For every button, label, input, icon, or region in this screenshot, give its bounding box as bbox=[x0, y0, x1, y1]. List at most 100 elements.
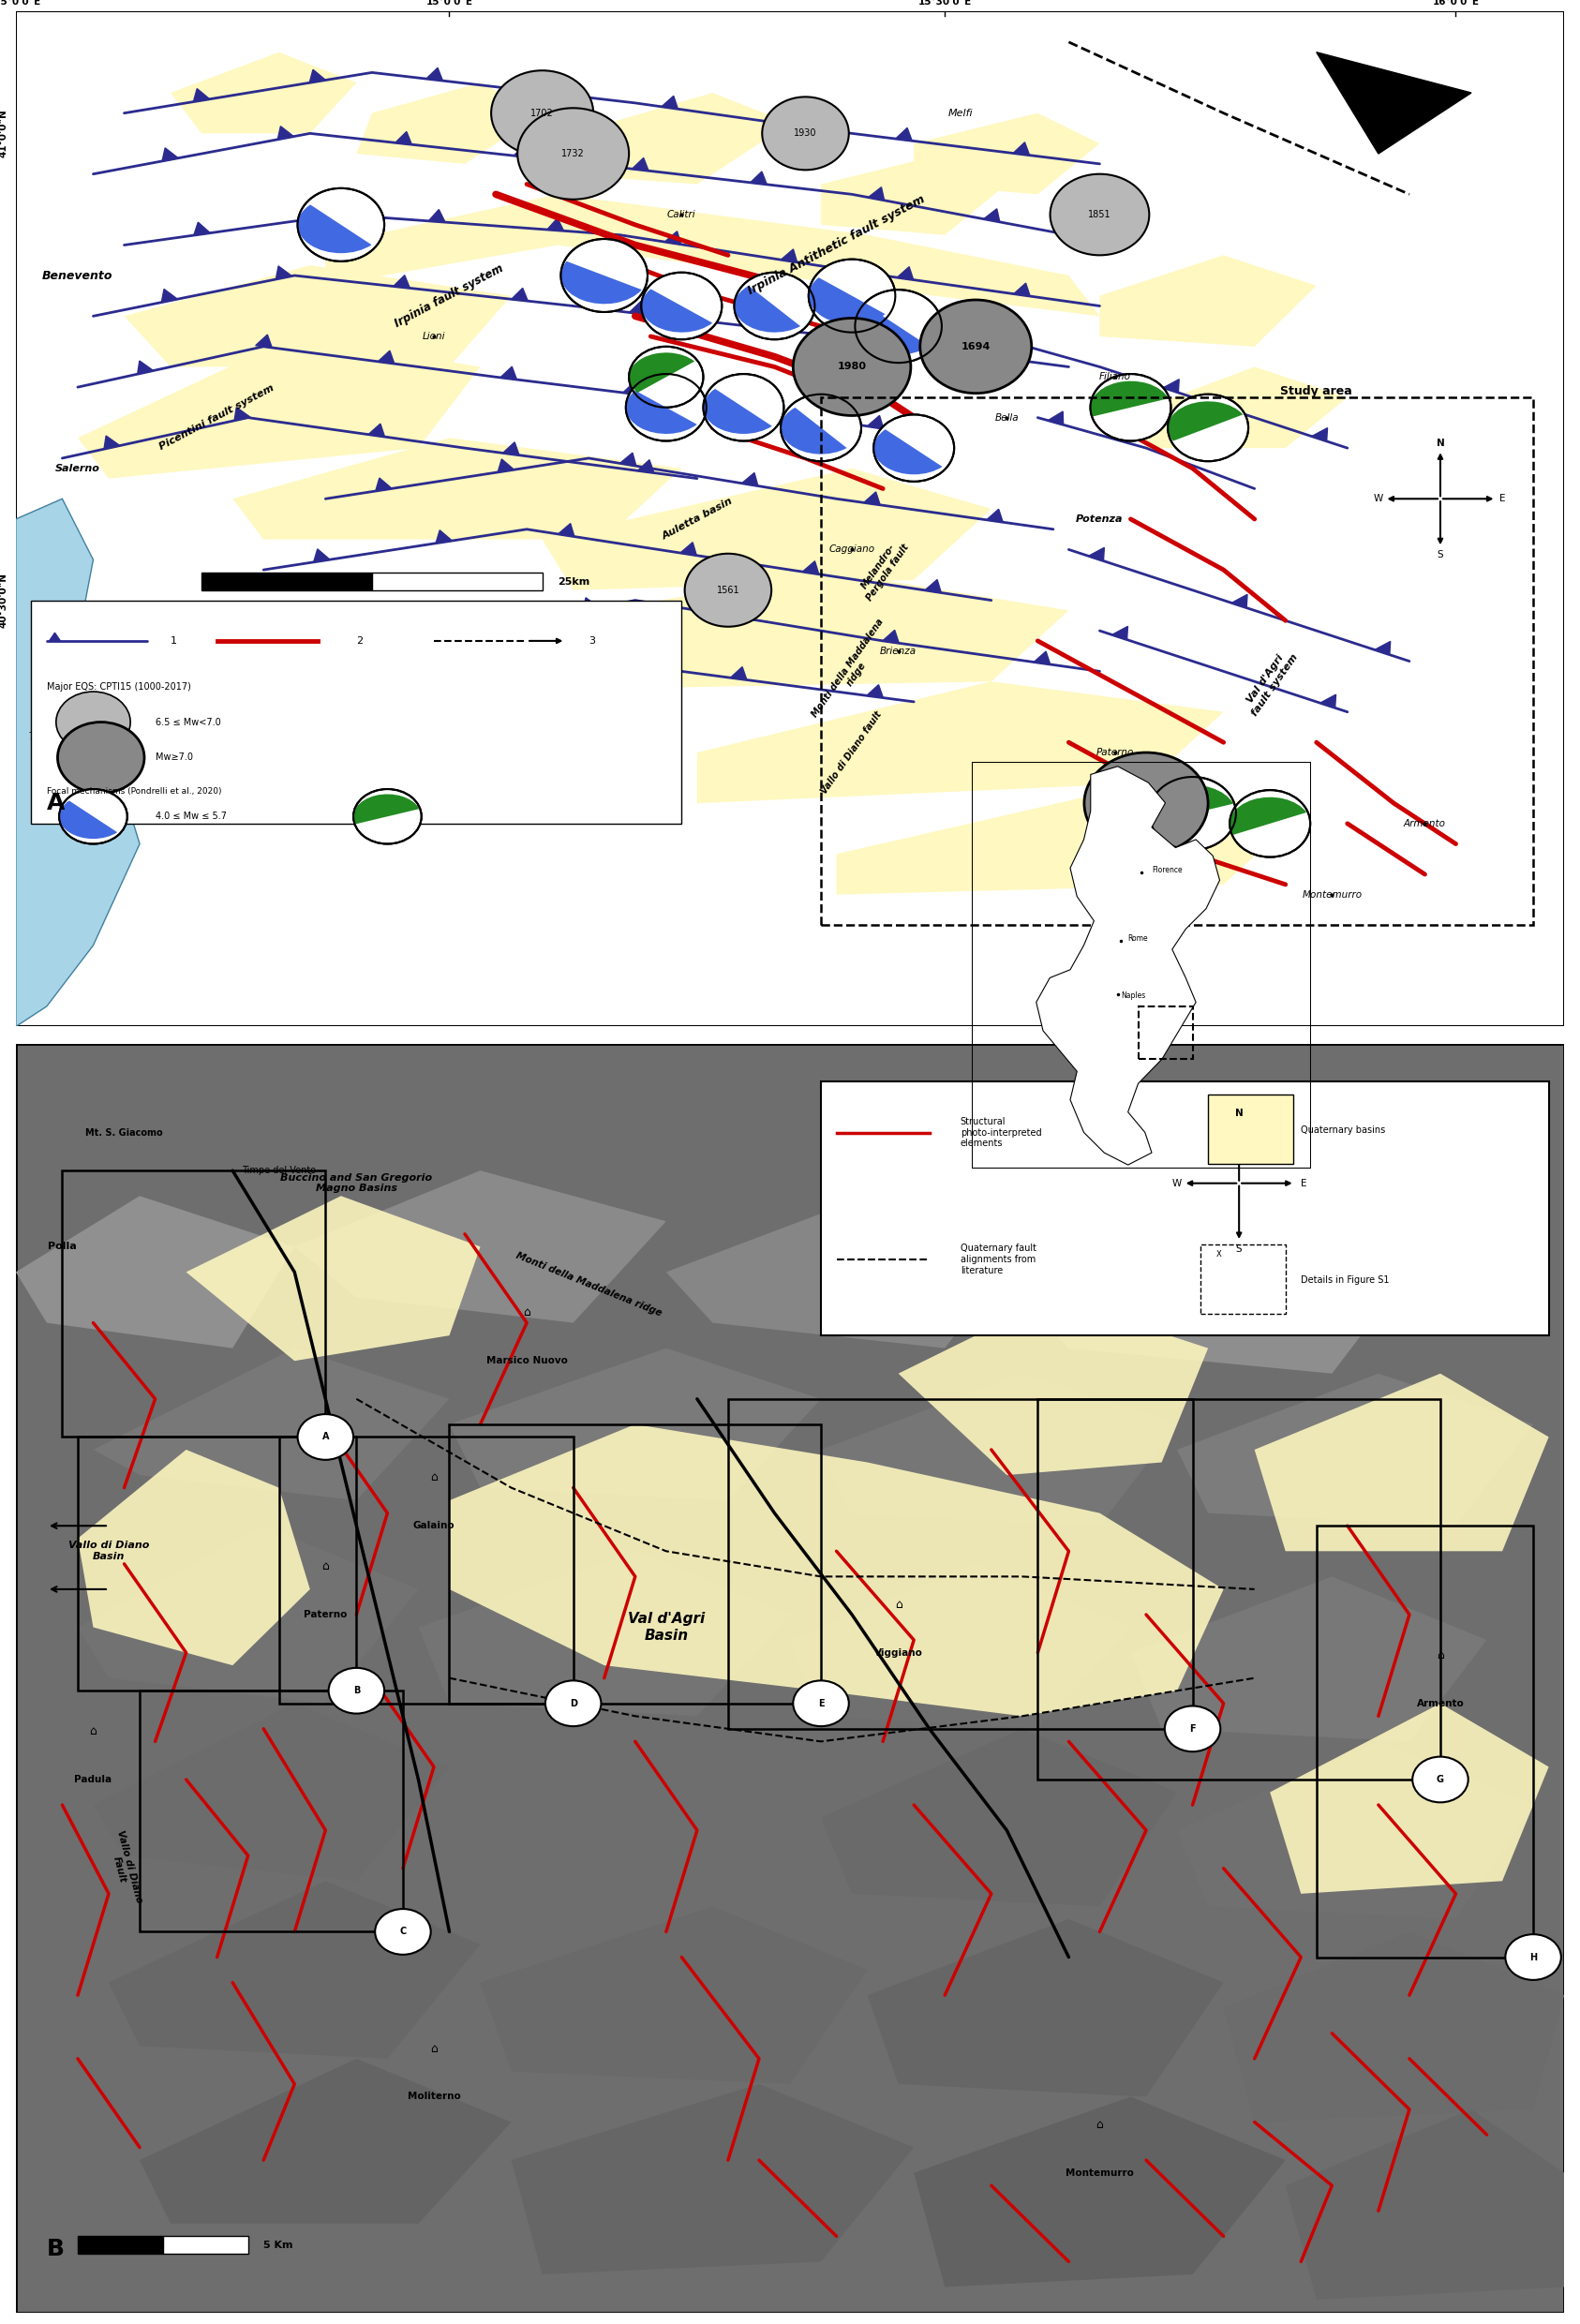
Text: Mt. S. Giacomo: Mt. S. Giacomo bbox=[85, 1127, 163, 1136]
Ellipse shape bbox=[1168, 395, 1248, 460]
Text: ⌂: ⌂ bbox=[322, 1559, 329, 1573]
Text: Paterno: Paterno bbox=[303, 1611, 348, 1620]
Polygon shape bbox=[883, 630, 899, 644]
Polygon shape bbox=[278, 125, 294, 139]
Polygon shape bbox=[822, 1373, 1177, 1527]
Text: 1732: 1732 bbox=[561, 149, 585, 158]
Wedge shape bbox=[561, 260, 641, 304]
Text: ⌂: ⌂ bbox=[1097, 2119, 1103, 2131]
Polygon shape bbox=[1033, 651, 1051, 665]
Polygon shape bbox=[1375, 641, 1390, 655]
Bar bbox=[728, 1399, 1193, 1729]
Polygon shape bbox=[781, 249, 798, 263]
Polygon shape bbox=[1223, 1931, 1564, 2122]
Bar bbox=[822, 1081, 1548, 1336]
Bar bbox=[822, 397, 1533, 925]
Polygon shape bbox=[502, 442, 520, 456]
Polygon shape bbox=[547, 218, 564, 230]
Polygon shape bbox=[984, 209, 1000, 223]
Text: Vallo di Diano
Fault: Vallo di Diano Fault bbox=[104, 1829, 144, 1908]
Text: 3: 3 bbox=[589, 637, 596, 646]
Text: ⌂: ⌂ bbox=[523, 1306, 531, 1318]
Polygon shape bbox=[662, 95, 678, 109]
Polygon shape bbox=[194, 223, 210, 235]
Text: ⌂: ⌂ bbox=[1390, 1269, 1398, 1281]
Text: Quaternary basins: Quaternary basins bbox=[1300, 1125, 1386, 1134]
Polygon shape bbox=[276, 265, 292, 279]
Text: Montemurro: Montemurro bbox=[1302, 890, 1362, 899]
Polygon shape bbox=[1255, 1373, 1548, 1550]
Polygon shape bbox=[638, 460, 654, 472]
Polygon shape bbox=[897, 267, 913, 279]
Ellipse shape bbox=[703, 374, 784, 442]
Text: D: D bbox=[569, 1699, 577, 1708]
Polygon shape bbox=[1036, 767, 1220, 1164]
Ellipse shape bbox=[1051, 174, 1149, 256]
Bar bbox=[371, 574, 542, 590]
Polygon shape bbox=[1311, 428, 1327, 442]
Text: A: A bbox=[47, 792, 65, 813]
Polygon shape bbox=[93, 1703, 449, 1880]
Text: Timpe del Vento: Timpe del Vento bbox=[242, 1167, 316, 1176]
Polygon shape bbox=[77, 337, 480, 479]
Polygon shape bbox=[109, 1880, 480, 2059]
Polygon shape bbox=[77, 1450, 310, 1666]
Text: H: H bbox=[1529, 1952, 1537, 1961]
Text: 4.0 ≤ Mw ≤ 5.7: 4.0 ≤ Mw ≤ 5.7 bbox=[155, 811, 226, 820]
Text: Moliterno: Moliterno bbox=[408, 2092, 460, 2101]
Text: Vallo di Diano
Basin: Vallo di Diano Basin bbox=[68, 1541, 149, 1562]
Polygon shape bbox=[986, 509, 1003, 523]
Polygon shape bbox=[864, 493, 880, 504]
Wedge shape bbox=[1168, 402, 1243, 442]
Ellipse shape bbox=[762, 98, 848, 170]
Text: Val d'Agri
Basin: Val d'Agri Basin bbox=[627, 1613, 705, 1643]
Polygon shape bbox=[449, 1348, 822, 1501]
Text: Armento: Armento bbox=[1417, 1699, 1465, 1708]
Text: Polla: Polla bbox=[47, 1241, 77, 1250]
Polygon shape bbox=[1112, 627, 1128, 639]
Wedge shape bbox=[354, 795, 419, 825]
Ellipse shape bbox=[55, 693, 131, 753]
Bar bbox=[1138, 1006, 1193, 1060]
Bar bbox=[62, 1171, 325, 1436]
Polygon shape bbox=[104, 437, 120, 449]
Polygon shape bbox=[864, 330, 882, 342]
Text: Study area: Study area bbox=[1280, 386, 1352, 397]
Text: G: G bbox=[1436, 1776, 1444, 1785]
Text: E: E bbox=[1499, 495, 1506, 504]
Polygon shape bbox=[161, 288, 177, 302]
Text: Auletta basin: Auletta basin bbox=[660, 497, 735, 541]
Wedge shape bbox=[1149, 786, 1234, 823]
Text: Benevento: Benevento bbox=[43, 270, 114, 281]
Text: ⌂: ⌂ bbox=[1436, 1650, 1444, 1662]
Text: Monti della Maddalena
ridge: Monti della Maddalena ridge bbox=[811, 618, 894, 725]
Polygon shape bbox=[376, 479, 392, 490]
Polygon shape bbox=[313, 548, 330, 562]
Polygon shape bbox=[449, 1425, 1223, 1715]
Polygon shape bbox=[558, 523, 575, 537]
Polygon shape bbox=[913, 114, 1100, 195]
Text: Buccino and San Gregorio
Magno Basins: Buccino and San Gregorio Magno Basins bbox=[281, 1174, 433, 1192]
Polygon shape bbox=[480, 1906, 867, 2085]
Wedge shape bbox=[58, 802, 117, 839]
Text: Quaternary fault
alignments from
literature: Quaternary fault alignments from literat… bbox=[961, 1243, 1036, 1276]
Bar bbox=[77, 2236, 163, 2254]
Polygon shape bbox=[310, 207, 327, 218]
Polygon shape bbox=[310, 70, 325, 84]
Ellipse shape bbox=[491, 70, 594, 156]
Text: A: A bbox=[322, 1432, 329, 1441]
Text: Brienza: Brienza bbox=[880, 646, 916, 655]
Text: 16°0'0"E: 16°0'0"E bbox=[1433, 0, 1479, 7]
Polygon shape bbox=[1177, 1741, 1533, 1920]
Text: Lioni: Lioni bbox=[422, 332, 446, 342]
Polygon shape bbox=[747, 316, 763, 328]
Polygon shape bbox=[1013, 332, 1029, 346]
Polygon shape bbox=[822, 1729, 1177, 1906]
Polygon shape bbox=[368, 423, 384, 437]
Text: 1980: 1980 bbox=[837, 363, 866, 372]
Polygon shape bbox=[665, 232, 681, 244]
Ellipse shape bbox=[1149, 776, 1236, 851]
Polygon shape bbox=[232, 437, 681, 539]
Text: Tyrrhenian
Sea: Tyrrhenian Sea bbox=[28, 732, 77, 753]
Polygon shape bbox=[512, 2085, 913, 2275]
